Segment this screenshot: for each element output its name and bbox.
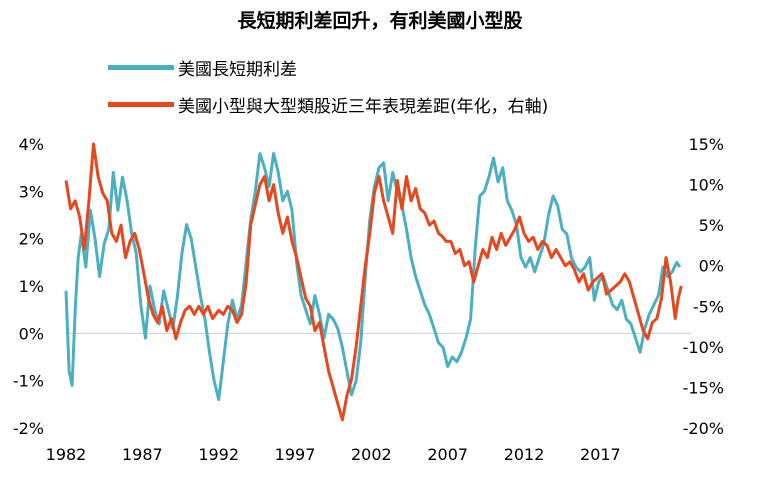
left-tick-label: -2% xyxy=(13,419,44,438)
right-tick-label: 0% xyxy=(699,257,724,276)
right-axis-ticks: 15% 10% 5% 0% -5% -10% -15% -20% xyxy=(683,135,724,438)
right-tick-label: 5% xyxy=(699,216,724,235)
legend-label-spread: 美國長短期利差 xyxy=(178,59,297,80)
legend-swatch-smallcap xyxy=(108,101,174,107)
right-tick-label: -10% xyxy=(683,338,724,357)
chart-title: 長短期利差回升，有利美國小型股 xyxy=(237,10,523,32)
left-axis-ticks: 4% 3% 2% 1% 0% -1% -2% xyxy=(13,135,44,438)
left-tick-label: 3% xyxy=(19,182,44,201)
legend-item-spread: 美國長短期利差 xyxy=(108,55,297,80)
right-tick-label: 15% xyxy=(688,135,724,154)
x-tick-label: 2017 xyxy=(580,445,621,464)
left-tick-label: 4% xyxy=(19,135,44,154)
left-tick-label: 1% xyxy=(19,277,44,296)
right-tick-label: -5% xyxy=(693,297,724,316)
series-line-spread xyxy=(64,152,682,402)
left-tick-label: 2% xyxy=(19,230,44,249)
right-tick-label: -15% xyxy=(683,378,724,397)
x-axis-ticks: 1982 1987 1992 1997 2002 2007 2012 2017 xyxy=(46,445,621,464)
x-tick-label: 1982 xyxy=(46,445,87,464)
legend-item-smallcap: 美國小型與大型類股近三年表現差距(年化，右軸) xyxy=(108,92,549,117)
legend-swatch-spread xyxy=(108,64,174,70)
right-tick-label: -20% xyxy=(683,419,724,438)
x-tick-label: 1992 xyxy=(198,445,239,464)
x-tick-label: 1997 xyxy=(275,445,316,464)
legend-label-smallcap: 美國小型與大型類股近三年表現差距(年化，右軸) xyxy=(178,96,549,117)
series-line-smallcap xyxy=(64,142,683,422)
series-layer xyxy=(64,142,683,422)
left-tick-label: 0% xyxy=(19,324,44,343)
x-tick-label: 2012 xyxy=(504,445,545,464)
x-tick-label: 1987 xyxy=(122,445,163,464)
x-tick-label: 2007 xyxy=(427,445,468,464)
x-tick-label: 2002 xyxy=(351,445,392,464)
right-tick-label: 10% xyxy=(688,176,724,195)
left-tick-label: -1% xyxy=(13,372,44,391)
